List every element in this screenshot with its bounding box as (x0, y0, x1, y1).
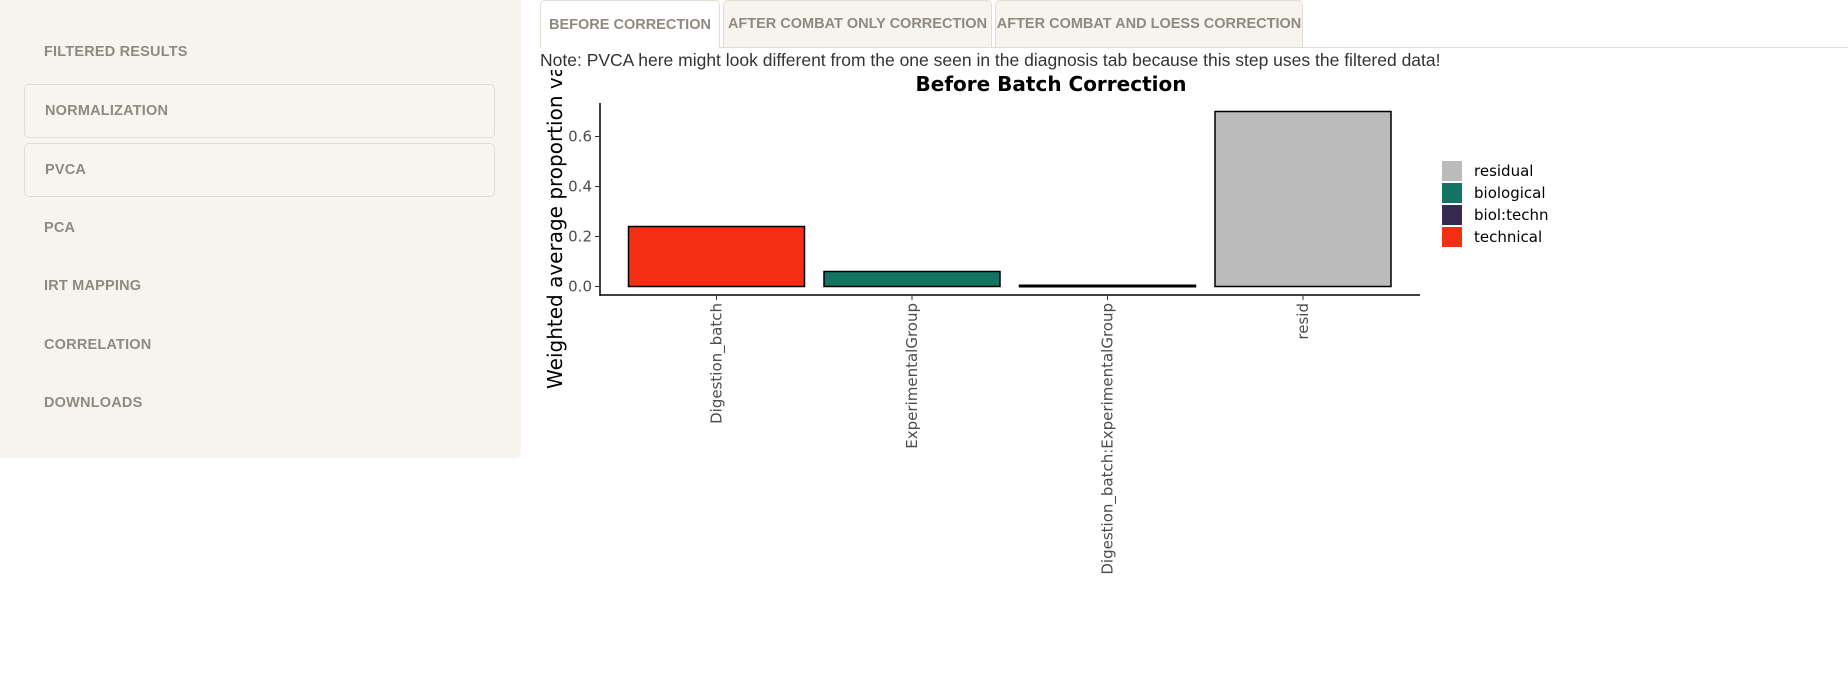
sidebar-item-irt-mapping[interactable]: IRT MAPPING (24, 259, 495, 313)
sidebar-item-filtered-results[interactable]: FILTERED RESULTS (24, 25, 495, 79)
legend-label: residual (1474, 162, 1533, 180)
x-tick-label: resid (1294, 303, 1312, 340)
bar-digestion-batch-experimentalgroup (1018, 284, 1197, 288)
x-tick-label: Digestion_batch (708, 303, 727, 424)
filtered-data-note: Note: PVCA here might look different fro… (540, 50, 1441, 70)
bar-digestion-batch (627, 225, 806, 288)
sidebar-item-pvca[interactable]: PVCA (24, 143, 495, 197)
sidebar-item-label: PCA (44, 220, 76, 236)
sidebar-item-correlation[interactable]: CORRELATION (24, 318, 495, 372)
sidebar-item-label: NORMALIZATION (45, 103, 169, 119)
tab-label: AFTER COMBAT ONLY CORRECTION (727, 16, 988, 32)
y-tick-label: 0.4 (568, 178, 592, 196)
legend-swatch (1442, 227, 1462, 247)
sidebar-item-downloads[interactable]: DOWNLOADS (24, 376, 495, 430)
tab-after-combat-and-loess[interactable]: AFTER COMBAT AND LOESS CORRECTION (995, 0, 1303, 47)
y-axis-label: Weighted average proportion va (543, 70, 567, 389)
x-tick-label: ExperimentalGroup (903, 303, 921, 449)
tab-bar: BEFORE CORRECTION AFTER COMBAT ONLY CORR… (540, 0, 1848, 48)
sidebar: FILTERED RESULTS NORMALIZATION PVCA PCA … (0, 0, 521, 458)
sidebar-item-label: PVCA (45, 162, 87, 178)
sidebar-item-normalization[interactable]: NORMALIZATION (24, 84, 495, 138)
tab-after-combat-only[interactable]: AFTER COMBAT ONLY CORRECTION (723, 0, 992, 47)
legend-swatch (1442, 161, 1462, 181)
tab-label: BEFORE CORRECTION (549, 16, 711, 33)
legend-label: technical (1474, 228, 1542, 246)
tab-label: AFTER COMBAT AND LOESS CORRECTION (996, 16, 1302, 32)
bar-experimentalgroup (823, 270, 1001, 288)
y-tick-label: 0.6 (568, 128, 592, 146)
pvca-bar-chart: Before Batch Correction Weighted average… (543, 70, 1548, 575)
legend-label: biological (1474, 184, 1546, 202)
x-tick-label: Digestion_batch:ExperimentalGroup (1099, 303, 1118, 575)
legend-swatch (1442, 183, 1462, 203)
sidebar-item-label: DOWNLOADS (44, 395, 143, 411)
legend-swatch (1442, 205, 1462, 225)
tab-before-correction[interactable]: BEFORE CORRECTION (540, 0, 720, 48)
legend-label: biol:techn (1474, 206, 1548, 224)
sidebar-item-pca[interactable]: PCA (24, 201, 495, 255)
sidebar-item-label: CORRELATION (44, 337, 152, 353)
y-tick-label: 0.2 (568, 228, 592, 246)
chart-title: Before Batch Correction (916, 72, 1187, 96)
bar-resid (1214, 110, 1392, 288)
sidebar-item-label: IRT MAPPING (44, 278, 142, 294)
sidebar-item-label: FILTERED RESULTS (44, 44, 188, 60)
y-tick-label: 0.0 (568, 278, 592, 296)
